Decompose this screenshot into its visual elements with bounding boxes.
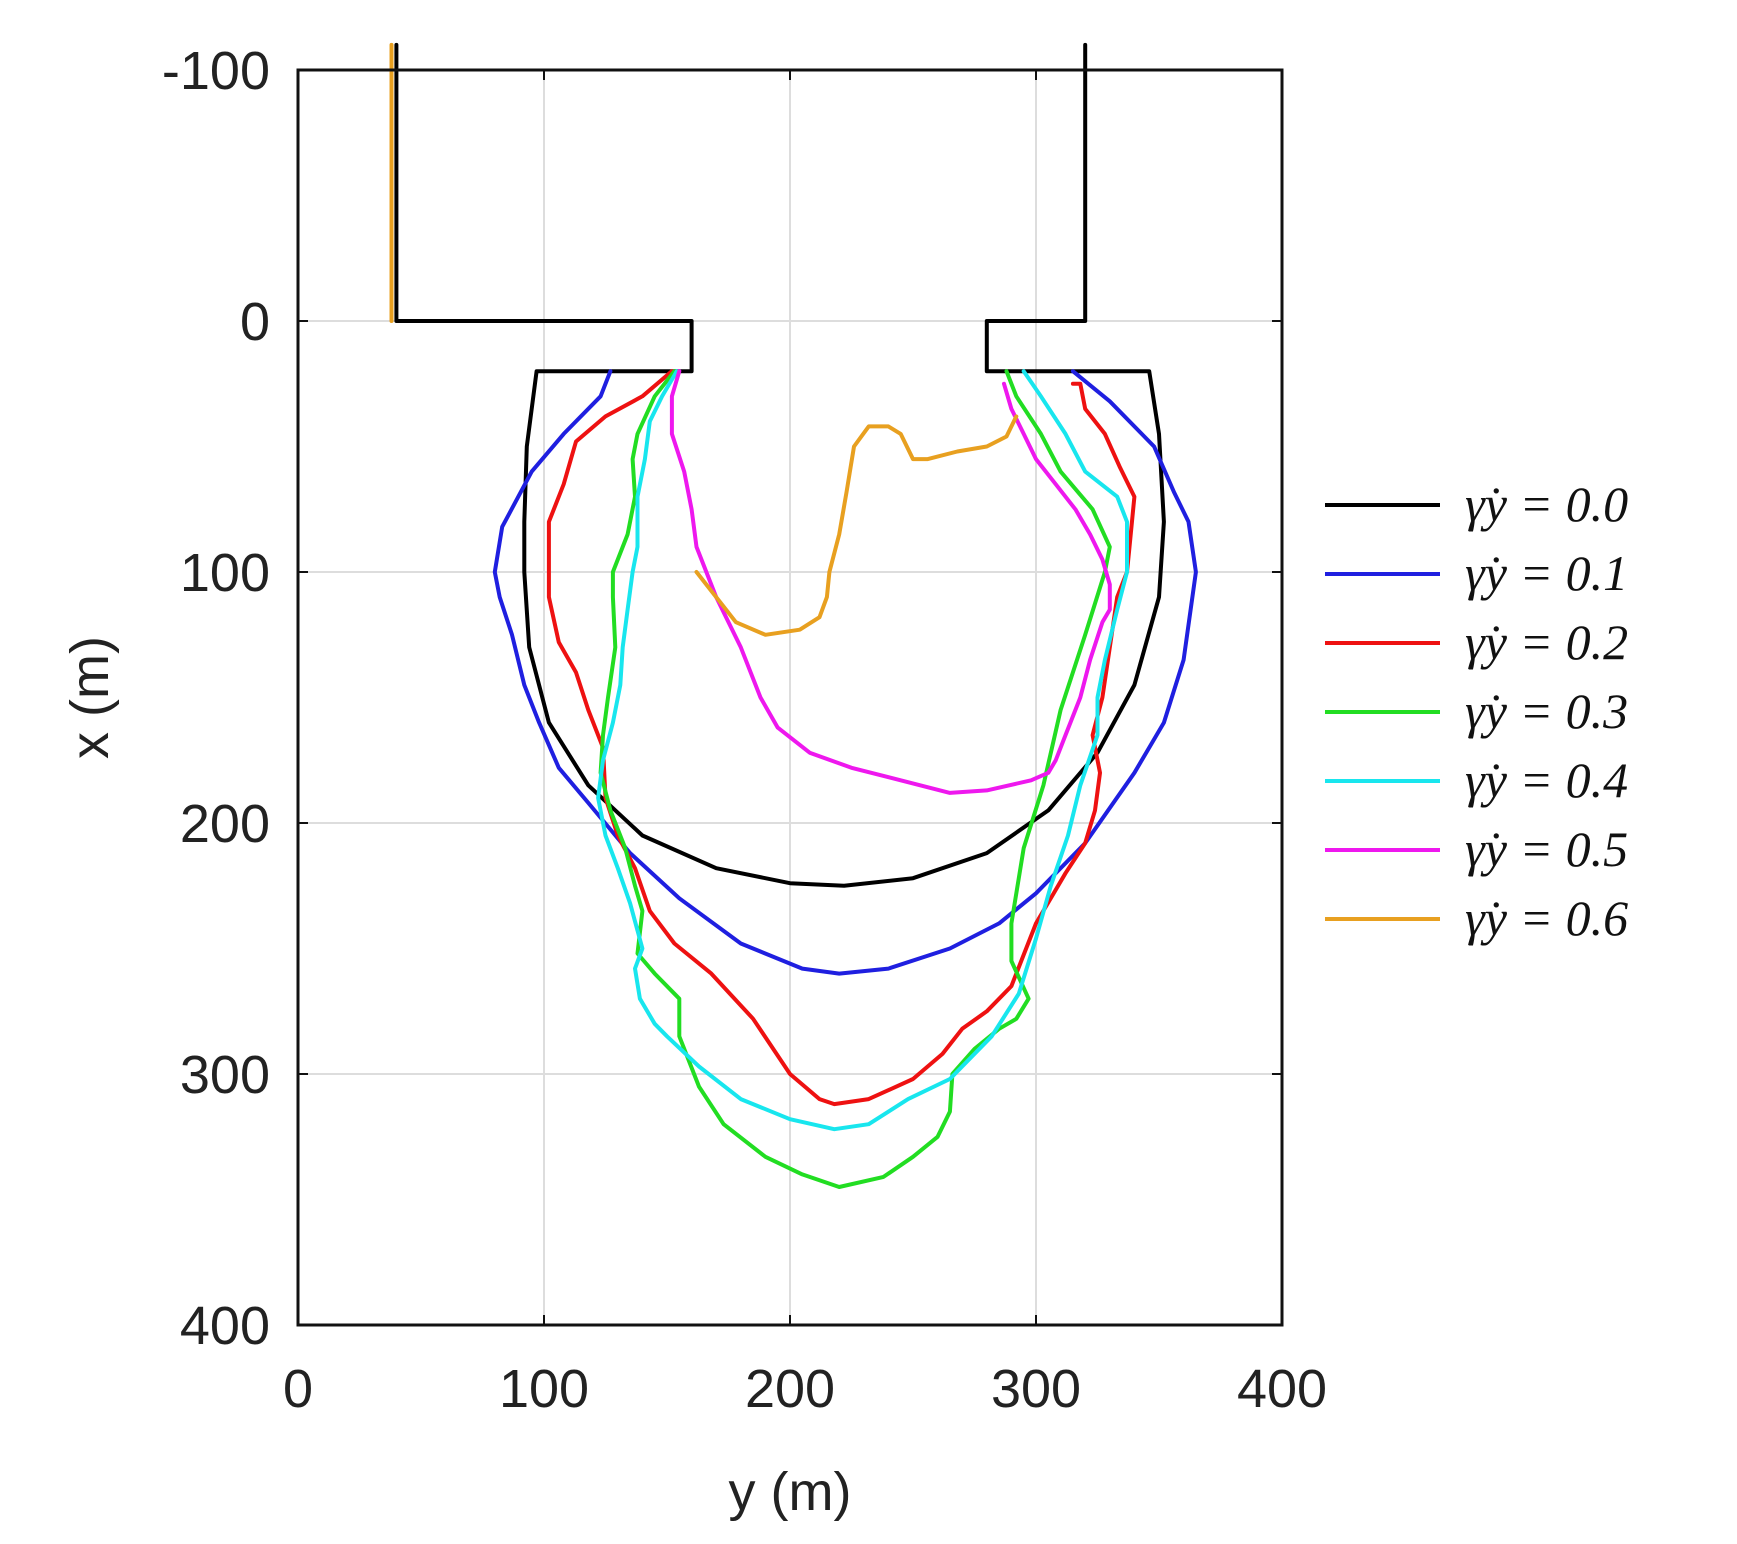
y-tick-label: 300 [180,1045,270,1105]
series-line-1 [492,369,1198,976]
gridlines [297,69,1283,1326]
y-tick-label: 400 [180,1296,270,1356]
y-tick-label: -100 [162,41,270,101]
x-tick-label: 400 [1237,1359,1327,1419]
legend-label-4: γ̇y = 0.4 [1465,752,1628,808]
series-line-4 [596,369,1129,1132]
y-axis-label: x (m) [60,636,120,759]
legend-label-6: γ̇y = 0.6 [1465,890,1628,946]
legend-label-1: γ̇y = 0.1 [1465,545,1628,601]
legend-label-2: γ̇y = 0.2 [1465,614,1628,670]
x-tick-label: 300 [991,1359,1081,1419]
x-axis-label: y (m) [729,1462,852,1522]
x-tick-label: 100 [499,1359,589,1419]
legend-label-5: γ̇y = 0.5 [1465,821,1628,877]
series-line-0 [394,42,1166,888]
y-tick-label: 0 [240,292,270,352]
series-line-2 [546,369,1137,1107]
series-line-3 [598,369,1112,1189]
x-tick-label: 0 [283,1359,313,1419]
legend: γ̇y = 0.0 γ̇y = 0.1 γ̇y = 0.2 γ̇y = 0.3 γ̇y … [1325,476,1628,946]
series-line-5 [669,369,1112,795]
legend-label-0: γ̇y = 0.0 [1465,476,1628,532]
y-tick-label: 200 [180,794,270,854]
y-tick-label: 100 [180,543,270,603]
series-lines [389,42,1198,1189]
series-line-6 [389,42,1019,637]
x-tick-label: 200 [745,1359,835,1419]
legend-label-3: γ̇y = 0.3 [1465,683,1628,739]
axis-ticks: 0 100 200 300 400 -100 0 100 200 300 400 [162,41,1327,1419]
